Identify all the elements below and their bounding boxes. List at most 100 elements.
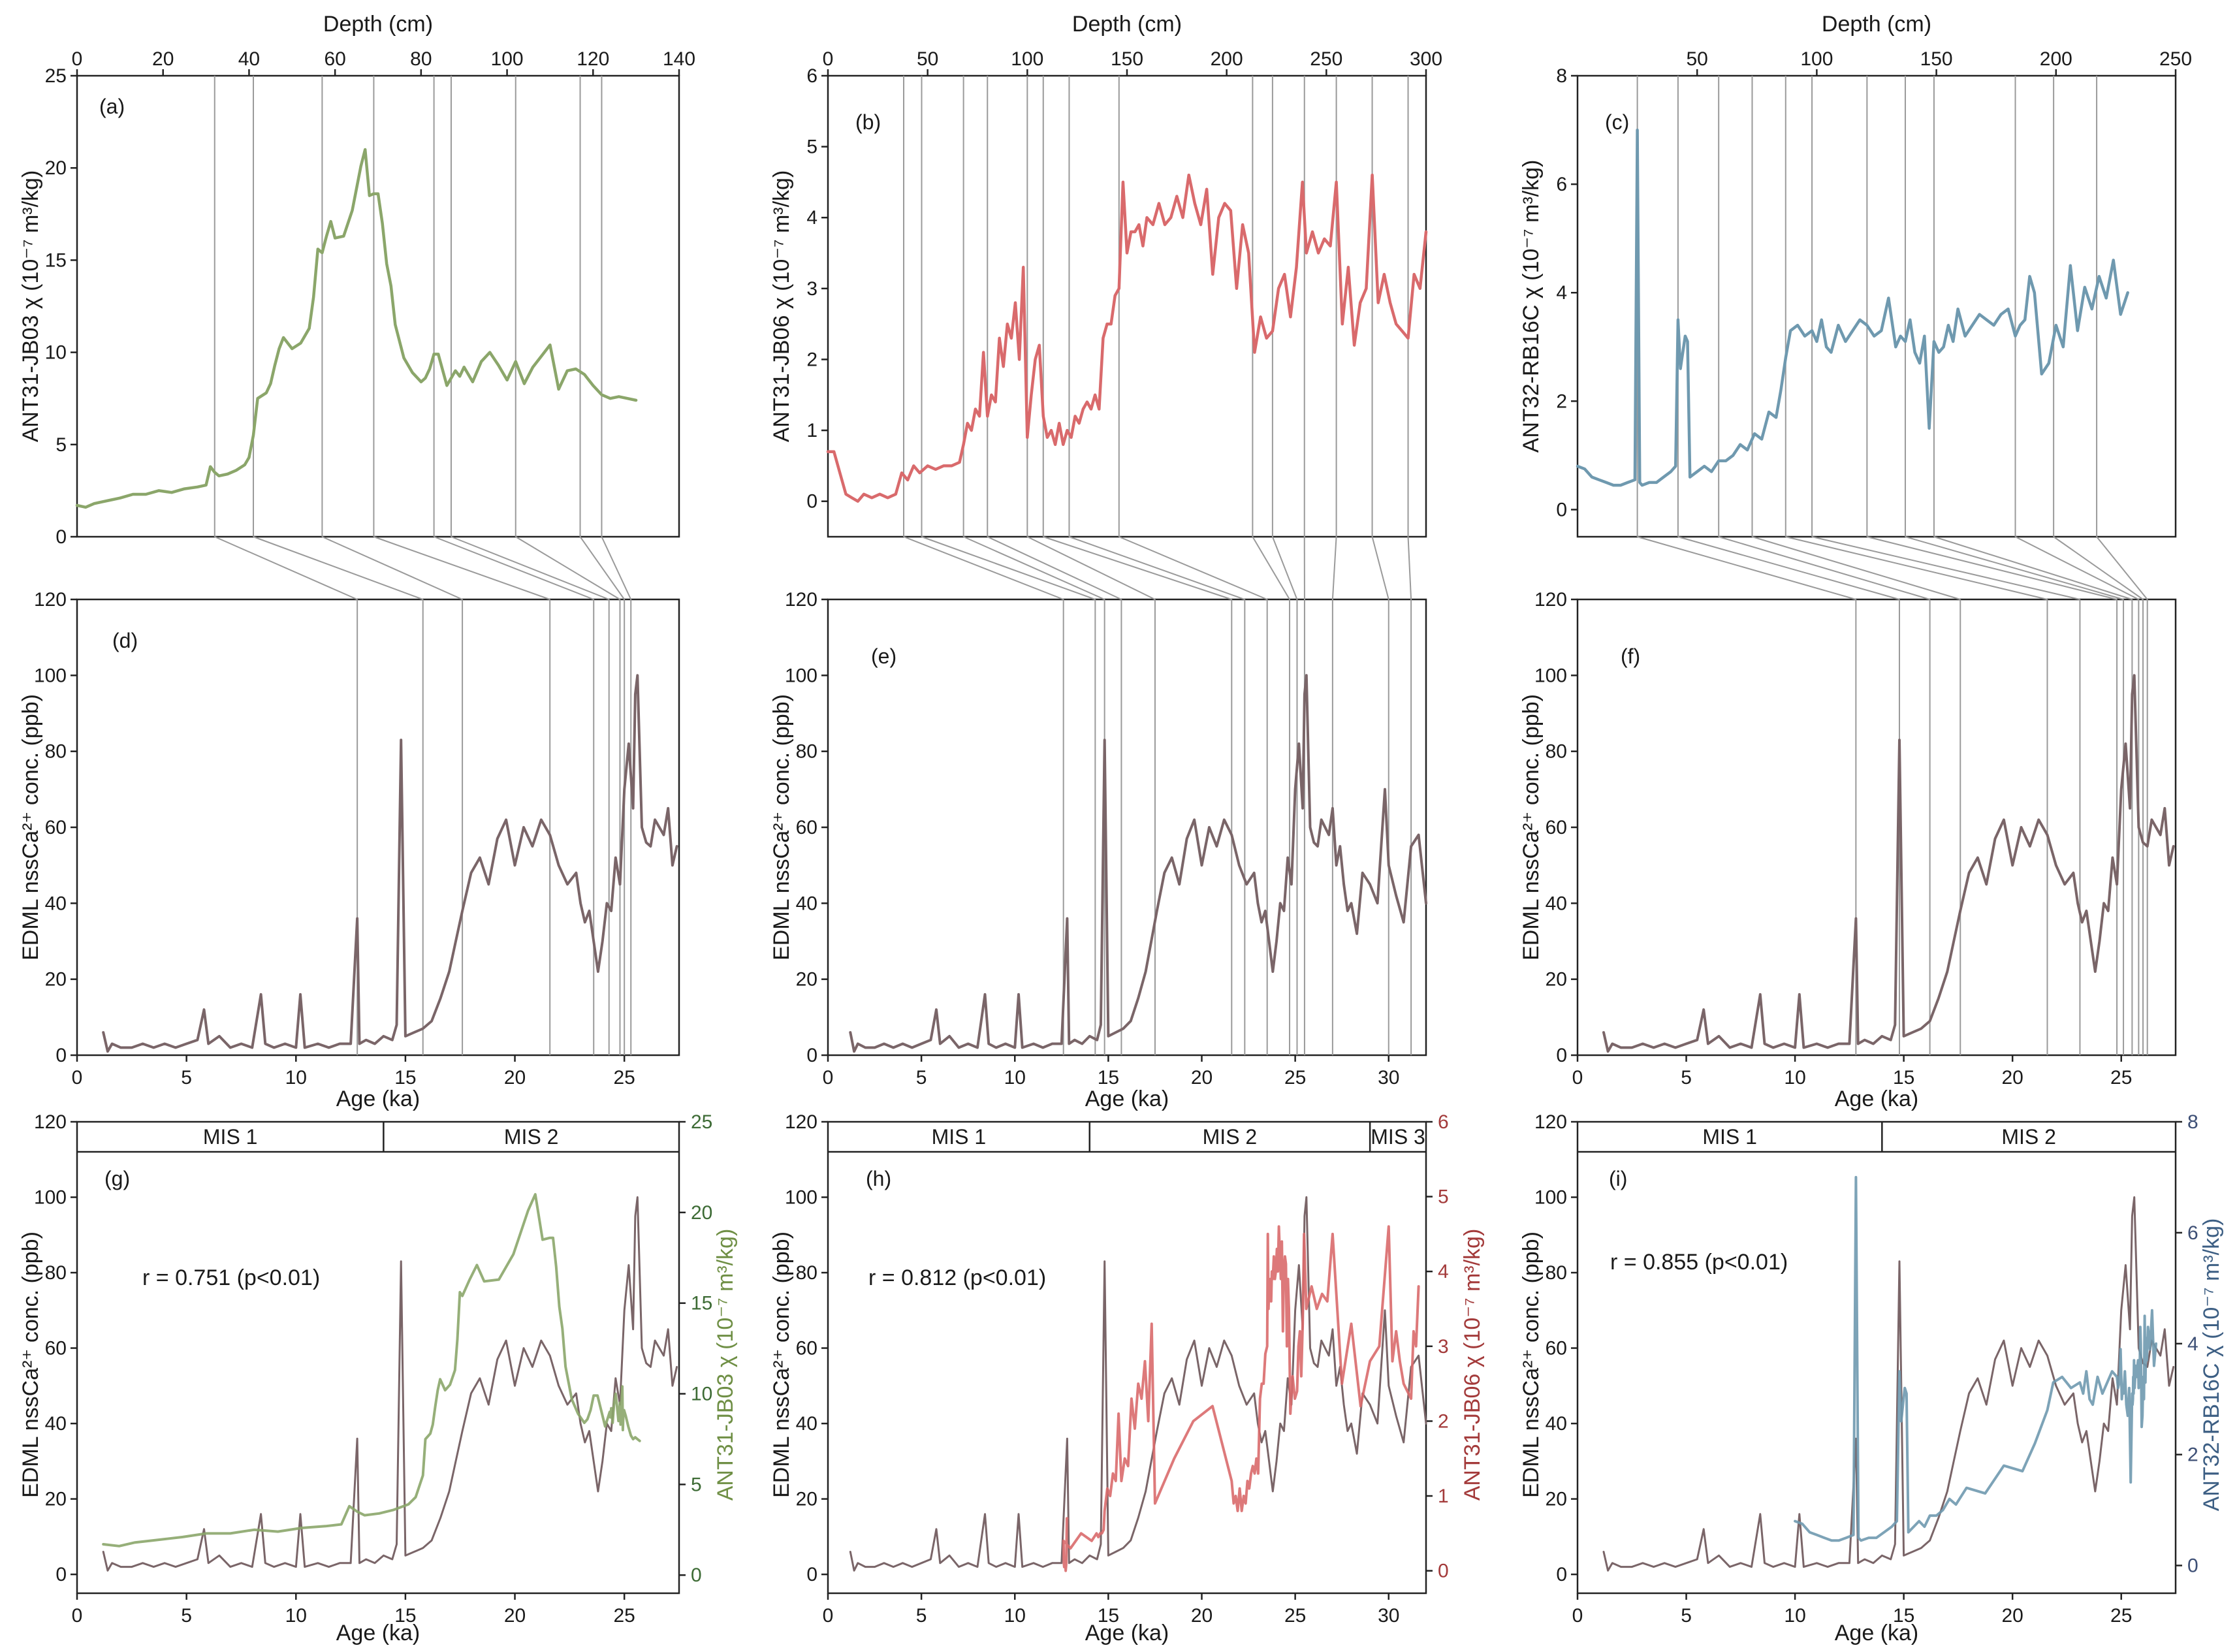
panel-d-ytick-label: 60 bbox=[45, 817, 67, 838]
panel-b-xtick-label: 250 bbox=[1310, 48, 1342, 70]
panel-g-right-ytick-label: 5 bbox=[691, 1474, 702, 1495]
panel-f-connector bbox=[1752, 536, 1961, 600]
panel-d-xtick-label: 15 bbox=[394, 1067, 416, 1088]
panel-h-overlay-line bbox=[1062, 1225, 1420, 1572]
panel-e: (e) Age (ka) EDML nssCa²⁺ conc. (ppb) bbox=[769, 598, 1427, 1111]
panel-h-right-ytick-label: 6 bbox=[1438, 1111, 1449, 1133]
panel-d-connector bbox=[253, 536, 424, 600]
panel-f-connector bbox=[2053, 536, 2144, 600]
panel-d-connector bbox=[515, 536, 620, 600]
panel-b-xtick-label: 300 bbox=[1410, 48, 1442, 70]
panel-g-overlay-line bbox=[102, 1193, 641, 1548]
panel-h-right-ytick-label: 4 bbox=[1438, 1261, 1449, 1282]
panel-h-xtick-label: 5 bbox=[916, 1605, 927, 1627]
panel-g-ytick-label: 40 bbox=[45, 1413, 67, 1435]
panel-a-ytick-label: 10 bbox=[45, 342, 67, 364]
panel-b-ytick-label: 0 bbox=[806, 491, 817, 513]
panel-d-frame bbox=[76, 598, 680, 1056]
panel-e-ytick-label: 80 bbox=[796, 741, 817, 763]
panel-e-letter: (e) bbox=[871, 644, 896, 668]
panel-d-xtick-label: 20 bbox=[504, 1067, 526, 1088]
panel-g-xtick-label: 10 bbox=[285, 1605, 307, 1627]
panel-i-ytick-label: 80 bbox=[1546, 1262, 1567, 1284]
panel-e-xtick-label: 25 bbox=[1284, 1067, 1306, 1088]
panel-f-connector bbox=[2015, 536, 2139, 600]
panel-b-ytick-label: 3 bbox=[806, 278, 817, 300]
panel-f-ytick-label: 0 bbox=[1556, 1045, 1567, 1066]
panel-g-ylabel: EDML nssCa²⁺ conc. (ppb) bbox=[18, 1231, 43, 1498]
panel-e-connector bbox=[963, 536, 1105, 600]
panel-d-xtick-label: 0 bbox=[72, 1067, 83, 1088]
panel-e-connector bbox=[1026, 536, 1156, 600]
panel-h-mis-label: MIS 2 bbox=[1203, 1125, 1258, 1149]
panel-i-xtick-label: 20 bbox=[2001, 1605, 2023, 1627]
panel-e-connector bbox=[1271, 536, 1298, 600]
panel-f-xtick-label: 20 bbox=[2001, 1067, 2023, 1088]
panel-g-right-ytick-label: 0 bbox=[691, 1565, 702, 1586]
panel-f-xtick-label: 0 bbox=[1572, 1067, 1583, 1088]
panel-d-connector bbox=[214, 536, 358, 600]
panel-d-ytick-label: 100 bbox=[34, 665, 67, 686]
panel-g-ytick-label: 100 bbox=[34, 1187, 67, 1209]
panel-g-correlation: r = 0.751 (p<0.01) bbox=[142, 1265, 320, 1290]
panel-c-top-xlabel: Depth (cm) bbox=[1822, 12, 1931, 37]
panel-h-xtick-label: 30 bbox=[1378, 1605, 1399, 1627]
panel-b-xtick-label: 0 bbox=[823, 48, 834, 70]
panel-e-xtick-label: 30 bbox=[1378, 1067, 1399, 1088]
panel-c-ytick-label: 2 bbox=[1556, 390, 1567, 412]
panel-e-connector bbox=[1069, 536, 1245, 600]
panel-f-xtick-label: 25 bbox=[2110, 1067, 2132, 1088]
panel-g-ytick-label: 120 bbox=[34, 1111, 67, 1133]
panel-h-ytick-label: 100 bbox=[785, 1187, 817, 1209]
panel-i-overlay-line bbox=[1794, 1175, 2157, 1542]
panel-e-xtick-label: 0 bbox=[823, 1067, 834, 1088]
panel-a-xtick-label: 60 bbox=[324, 48, 345, 70]
panel-h-ytick-label: 80 bbox=[796, 1262, 817, 1284]
panel-g-mis-label: MIS 2 bbox=[504, 1125, 559, 1149]
panel-d-connector bbox=[373, 536, 550, 600]
panel-h-letter: (h) bbox=[866, 1167, 891, 1190]
panel-i-right-ytick-label: 8 bbox=[2187, 1111, 2198, 1133]
panel-i-right-ytick-label: 6 bbox=[2187, 1222, 2198, 1244]
panel-i-xtick-label: 25 bbox=[2110, 1605, 2132, 1627]
panel-f-connector bbox=[1933, 536, 2133, 600]
panel-e-ytick-label: 100 bbox=[785, 665, 817, 686]
panel-h-right-ytick-label: 5 bbox=[1438, 1186, 1449, 1208]
panel-f-xtick-label: 5 bbox=[1681, 1067, 1692, 1088]
panel-d-ytick-label: 20 bbox=[45, 969, 67, 991]
panel-f-ytick-label: 80 bbox=[1546, 741, 1567, 763]
panel-f-xtick-label: 10 bbox=[1784, 1067, 1805, 1088]
panel-c-xtick-label: 50 bbox=[1687, 48, 1708, 70]
panel-b-xtick-label: 100 bbox=[1011, 48, 1043, 70]
panel-e-xtick-label: 15 bbox=[1098, 1067, 1119, 1088]
panel-d-xtick-label: 10 bbox=[285, 1067, 307, 1088]
panel-d-ytick-label: 120 bbox=[34, 589, 67, 611]
panel-c-xtick-label: 100 bbox=[1800, 48, 1833, 70]
panel-f-connector bbox=[2096, 536, 2148, 600]
panel-b-series-line bbox=[826, 173, 1428, 503]
panel-c: Depth (cm) (c) ANT32-RB16C χ (10⁻⁷ m³/kg… bbox=[1519, 12, 2177, 538]
panel-f-frame bbox=[1576, 598, 2177, 1056]
panel-e-xtick-label: 5 bbox=[916, 1067, 927, 1088]
panel-f-ytick-label: 60 bbox=[1546, 817, 1567, 838]
panel-f-connector bbox=[1867, 536, 2118, 600]
panel-h-ytick-label: 0 bbox=[806, 1564, 817, 1585]
panel-h-xtick-label: 25 bbox=[1284, 1605, 1306, 1627]
panel-h-ytick-label: 20 bbox=[796, 1489, 817, 1510]
panel-b: Depth (cm) (b) ANT31-JB06 χ (10⁻⁷ m³/kg) bbox=[769, 12, 1427, 538]
panel-g-xlabel: Age (ka) bbox=[336, 1621, 420, 1645]
panel-a: Depth (cm) (a) ANT31-JB03 χ (10⁻⁷ m³/kg) bbox=[18, 12, 680, 538]
panel-c-xtick-label: 200 bbox=[2040, 48, 2072, 70]
panel-g-ytick-label: 0 bbox=[56, 1564, 67, 1585]
panel-b-ytick-label: 1 bbox=[806, 420, 817, 441]
panel-b-xtick-label: 200 bbox=[1211, 48, 1243, 70]
panel-i-edml-line bbox=[1602, 1196, 2175, 1572]
panel-h: (h) r = 0.812 (p<0.01) Age (ka) EDML nss… bbox=[769, 1120, 1485, 1645]
panel-f-ytick-label: 100 bbox=[1534, 665, 1567, 686]
panel-i-xtick-label: 0 bbox=[1572, 1605, 1583, 1627]
panel-i-ytick-label: 20 bbox=[1546, 1489, 1567, 1510]
panel-g-ytick-label: 80 bbox=[45, 1262, 67, 1284]
panel-b-ylabel: ANT31-JB06 χ (10⁻⁷ m³/kg) bbox=[769, 170, 794, 443]
